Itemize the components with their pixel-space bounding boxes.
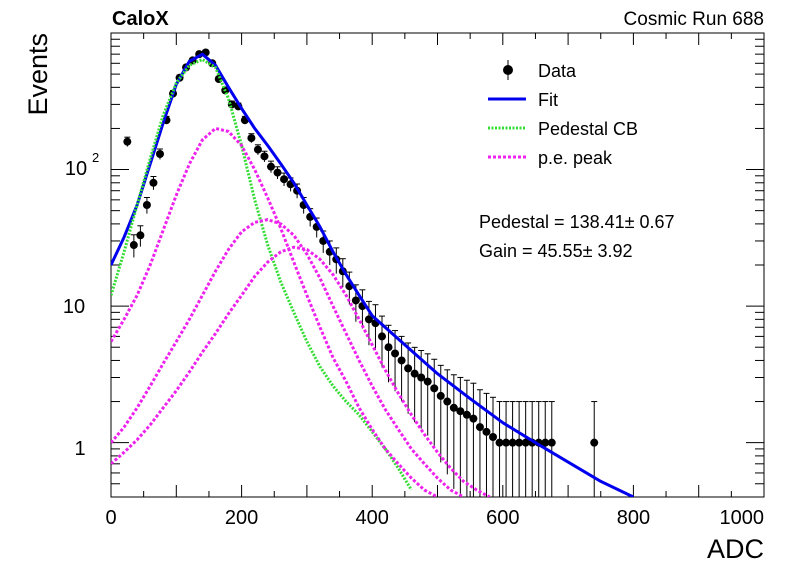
data-point [404, 364, 413, 373]
x-tick-label-600: 600 [486, 507, 519, 529]
chart-left-title: CaloX [112, 8, 169, 30]
y-tick-label-10: 10 [63, 296, 85, 318]
data-point [377, 332, 386, 341]
data-point [443, 397, 452, 406]
data-point [417, 373, 426, 382]
data-point [469, 414, 478, 423]
data-point [260, 152, 269, 161]
data-point [462, 410, 471, 419]
data-point [247, 134, 256, 143]
annotation-gain: Gain = 45.55± 3.92 [479, 241, 633, 261]
data-point [521, 438, 530, 447]
y-axis-label: Events [23, 33, 53, 116]
data-point [489, 433, 498, 442]
data-point [364, 315, 373, 324]
data-point [149, 178, 158, 187]
x-tick-label-200: 200 [225, 507, 258, 529]
data-point [430, 384, 439, 393]
data-point [502, 438, 511, 447]
series-curve-4 [111, 218, 465, 497]
data-point [590, 438, 599, 447]
data-point [280, 175, 289, 184]
data-point [547, 438, 556, 447]
series-layer [111, 48, 635, 497]
x-axis-label: ADC [707, 534, 764, 564]
data-point [351, 296, 360, 305]
data-point [410, 369, 419, 378]
legend-label-pedestal: Pedestal CB [538, 119, 638, 139]
data-point [436, 391, 445, 400]
data-point [456, 407, 465, 416]
legend: Data Fit Pedestal CB p.e. peak [488, 60, 638, 168]
legend-label-fit: Fit [538, 90, 558, 110]
data-point [423, 377, 432, 386]
y-tick-label-100: 10 [65, 158, 87, 180]
data-point [508, 438, 517, 447]
data-point [384, 343, 393, 352]
data-point [129, 241, 138, 250]
data-point [142, 201, 151, 210]
legend-marker-data [503, 60, 513, 80]
data-point [495, 438, 504, 447]
y-tick-label-100-exponent: 2 [92, 150, 99, 165]
annotation-pedestal: Pedestal = 138.41± 0.67 [479, 212, 675, 232]
data-point [253, 145, 262, 154]
data-point [449, 403, 458, 412]
x-tick-label-400: 400 [356, 507, 389, 529]
legend-label-pe-peak: p.e. peak [538, 148, 613, 168]
axis-ticks [110, 32, 765, 498]
data-point [482, 427, 491, 436]
y-tick-label-1: 1 [74, 438, 85, 460]
data-point [155, 149, 164, 158]
data-point [515, 438, 524, 447]
data-point [136, 231, 145, 240]
legend-label-data: Data [538, 61, 577, 81]
plot-frame [110, 32, 765, 498]
data-point [475, 423, 484, 432]
series-curve-3 [111, 126, 439, 497]
data-point [541, 438, 550, 447]
data-point [397, 356, 406, 365]
x-tick-label-800: 800 [617, 507, 650, 529]
data-point [391, 349, 400, 358]
data-point [266, 162, 275, 171]
x-tick-label-1000: 1000 [720, 507, 765, 529]
data-point [123, 137, 132, 146]
x-tick-label-0: 0 [105, 507, 116, 529]
chart-right-title: Cosmic Run 688 [624, 9, 764, 30]
data-point [273, 168, 282, 177]
